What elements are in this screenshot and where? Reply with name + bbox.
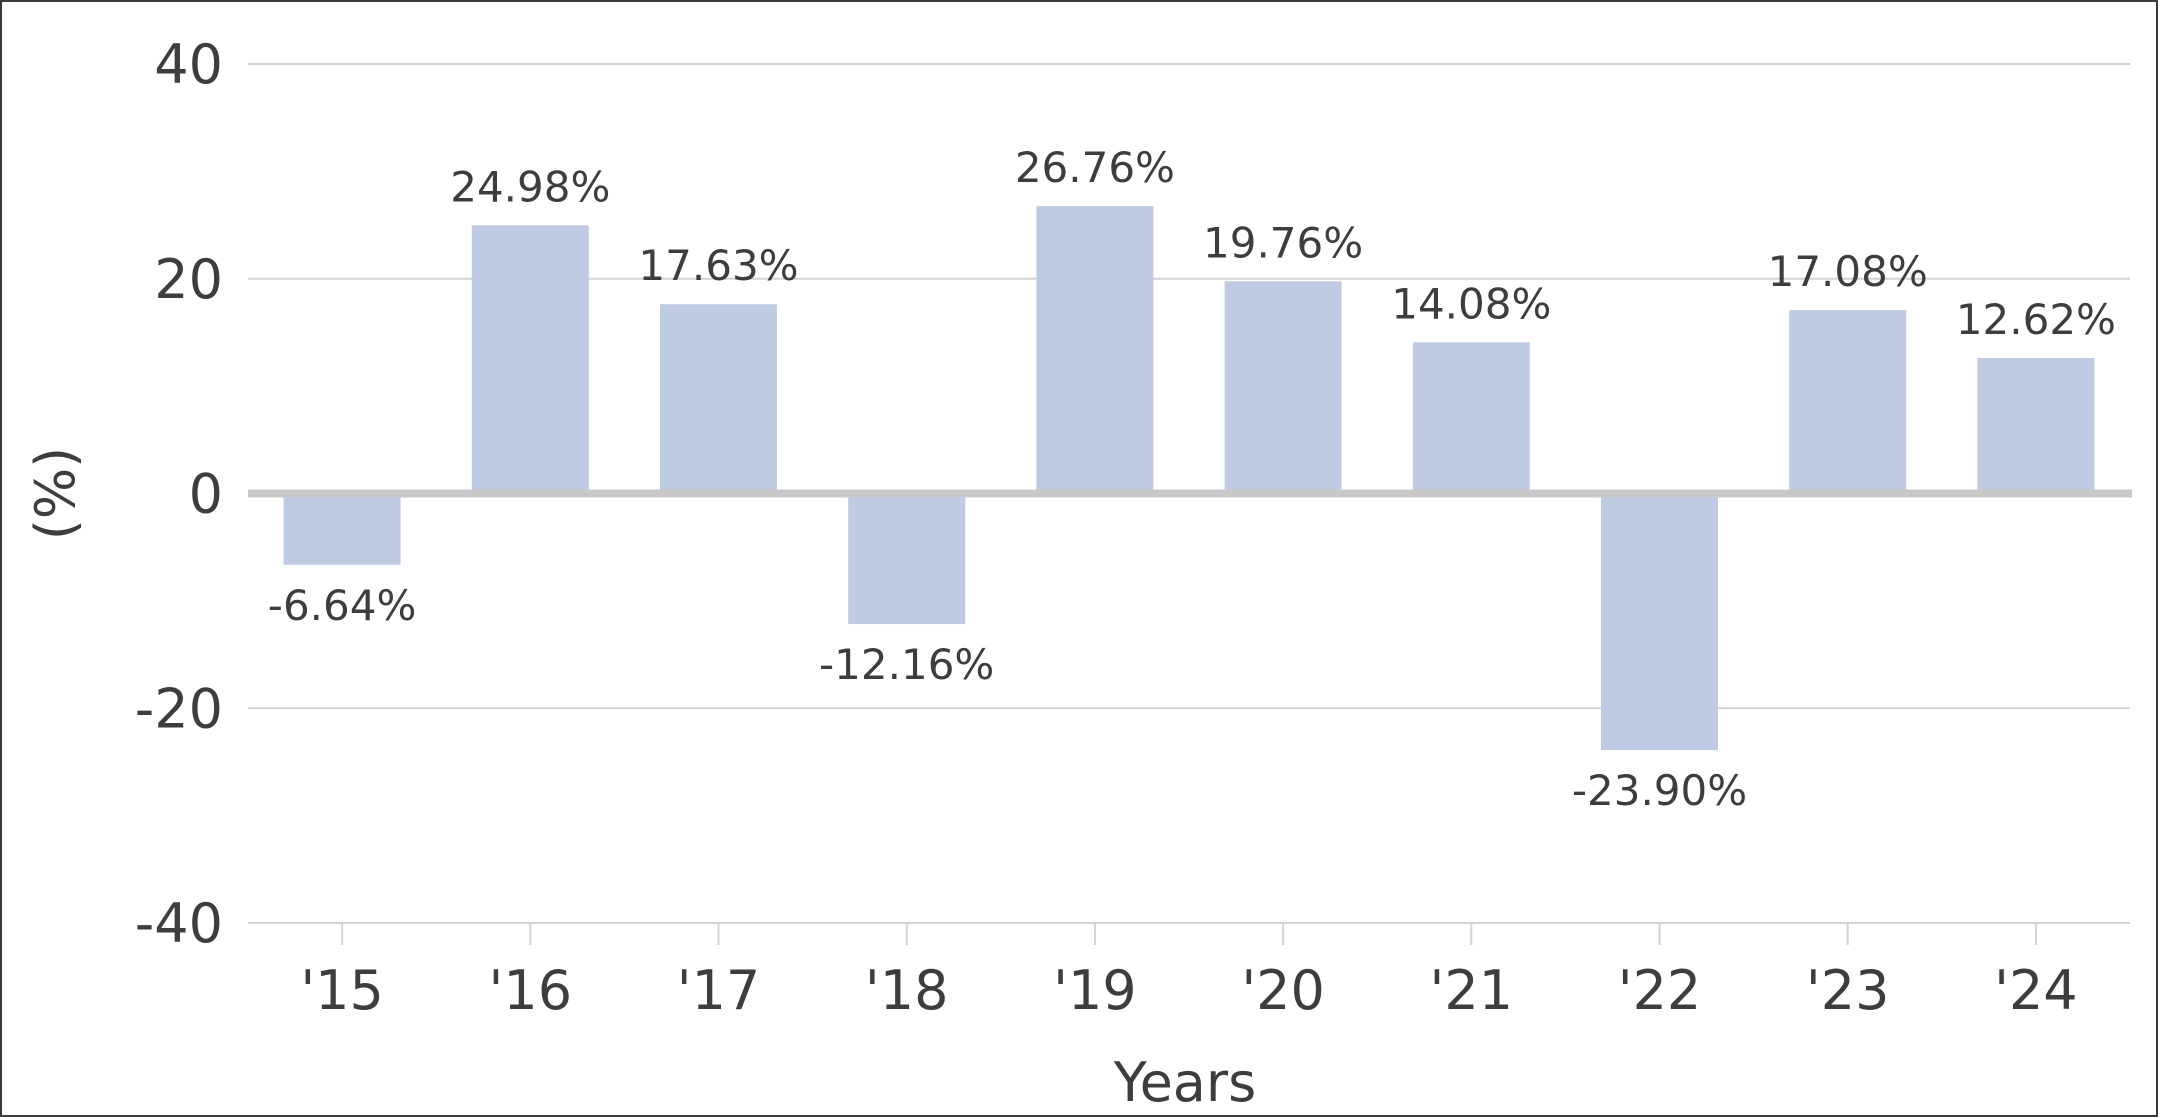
x-tick-labels: '15 '16 '17 '18 '19 '20 '21 '22 '23 '24 xyxy=(300,959,2077,1022)
data-label: -6.64% xyxy=(268,581,417,630)
x-tick-label: '18 xyxy=(865,959,949,1022)
y-tick-label: 0 xyxy=(189,463,223,526)
data-label: 12.62% xyxy=(1956,295,2116,344)
bar xyxy=(1601,493,1718,751)
bar xyxy=(1789,310,1907,494)
data-label: -12.16% xyxy=(819,640,994,689)
x-axis-title: Years xyxy=(1113,1051,1256,1114)
data-label: 14.08% xyxy=(1391,279,1551,328)
x-tick-label: '19 xyxy=(1053,959,1137,1022)
x-tick-label: '24 xyxy=(1994,959,2078,1022)
bar xyxy=(283,493,401,565)
data-labels: -6.64% 24.98% 17.63% -12.16% 26.76% 19.76% 14.… xyxy=(268,143,2116,815)
y-tick-label: -20 xyxy=(135,677,223,740)
y-axis-title: (%) xyxy=(24,447,87,540)
bar xyxy=(1224,281,1342,494)
x-tick-label: '22 xyxy=(1618,959,1702,1022)
bar xyxy=(848,493,966,625)
data-label: 19.76% xyxy=(1203,218,1363,267)
x-tick-label: '17 xyxy=(677,959,761,1022)
data-label: 17.63% xyxy=(638,241,798,290)
bar xyxy=(660,304,777,494)
data-label: 17.08% xyxy=(1768,247,1928,296)
bars xyxy=(283,206,2095,751)
x-tick-label: '15 xyxy=(300,959,384,1022)
y-tick-label: 20 xyxy=(154,248,223,311)
data-label: 24.98% xyxy=(450,162,610,211)
x-tick-label: '21 xyxy=(1430,959,1514,1022)
x-tick-label: '23 xyxy=(1806,959,1890,1022)
x-ticks xyxy=(341,923,2037,945)
bar xyxy=(1977,357,2095,494)
data-label: -23.90% xyxy=(1572,766,1747,815)
y-tick-label: 40 xyxy=(154,33,223,96)
bar xyxy=(1036,206,1154,494)
data-label: 26.76% xyxy=(1015,143,1175,192)
bar xyxy=(1412,342,1530,494)
x-tick-label: '20 xyxy=(1241,959,1325,1022)
y-tick-labels: 40 20 0 -20 -40 xyxy=(135,33,223,955)
y-tick-label: -40 xyxy=(135,892,223,955)
bar xyxy=(471,225,589,494)
x-tick-label: '16 xyxy=(489,959,573,1022)
